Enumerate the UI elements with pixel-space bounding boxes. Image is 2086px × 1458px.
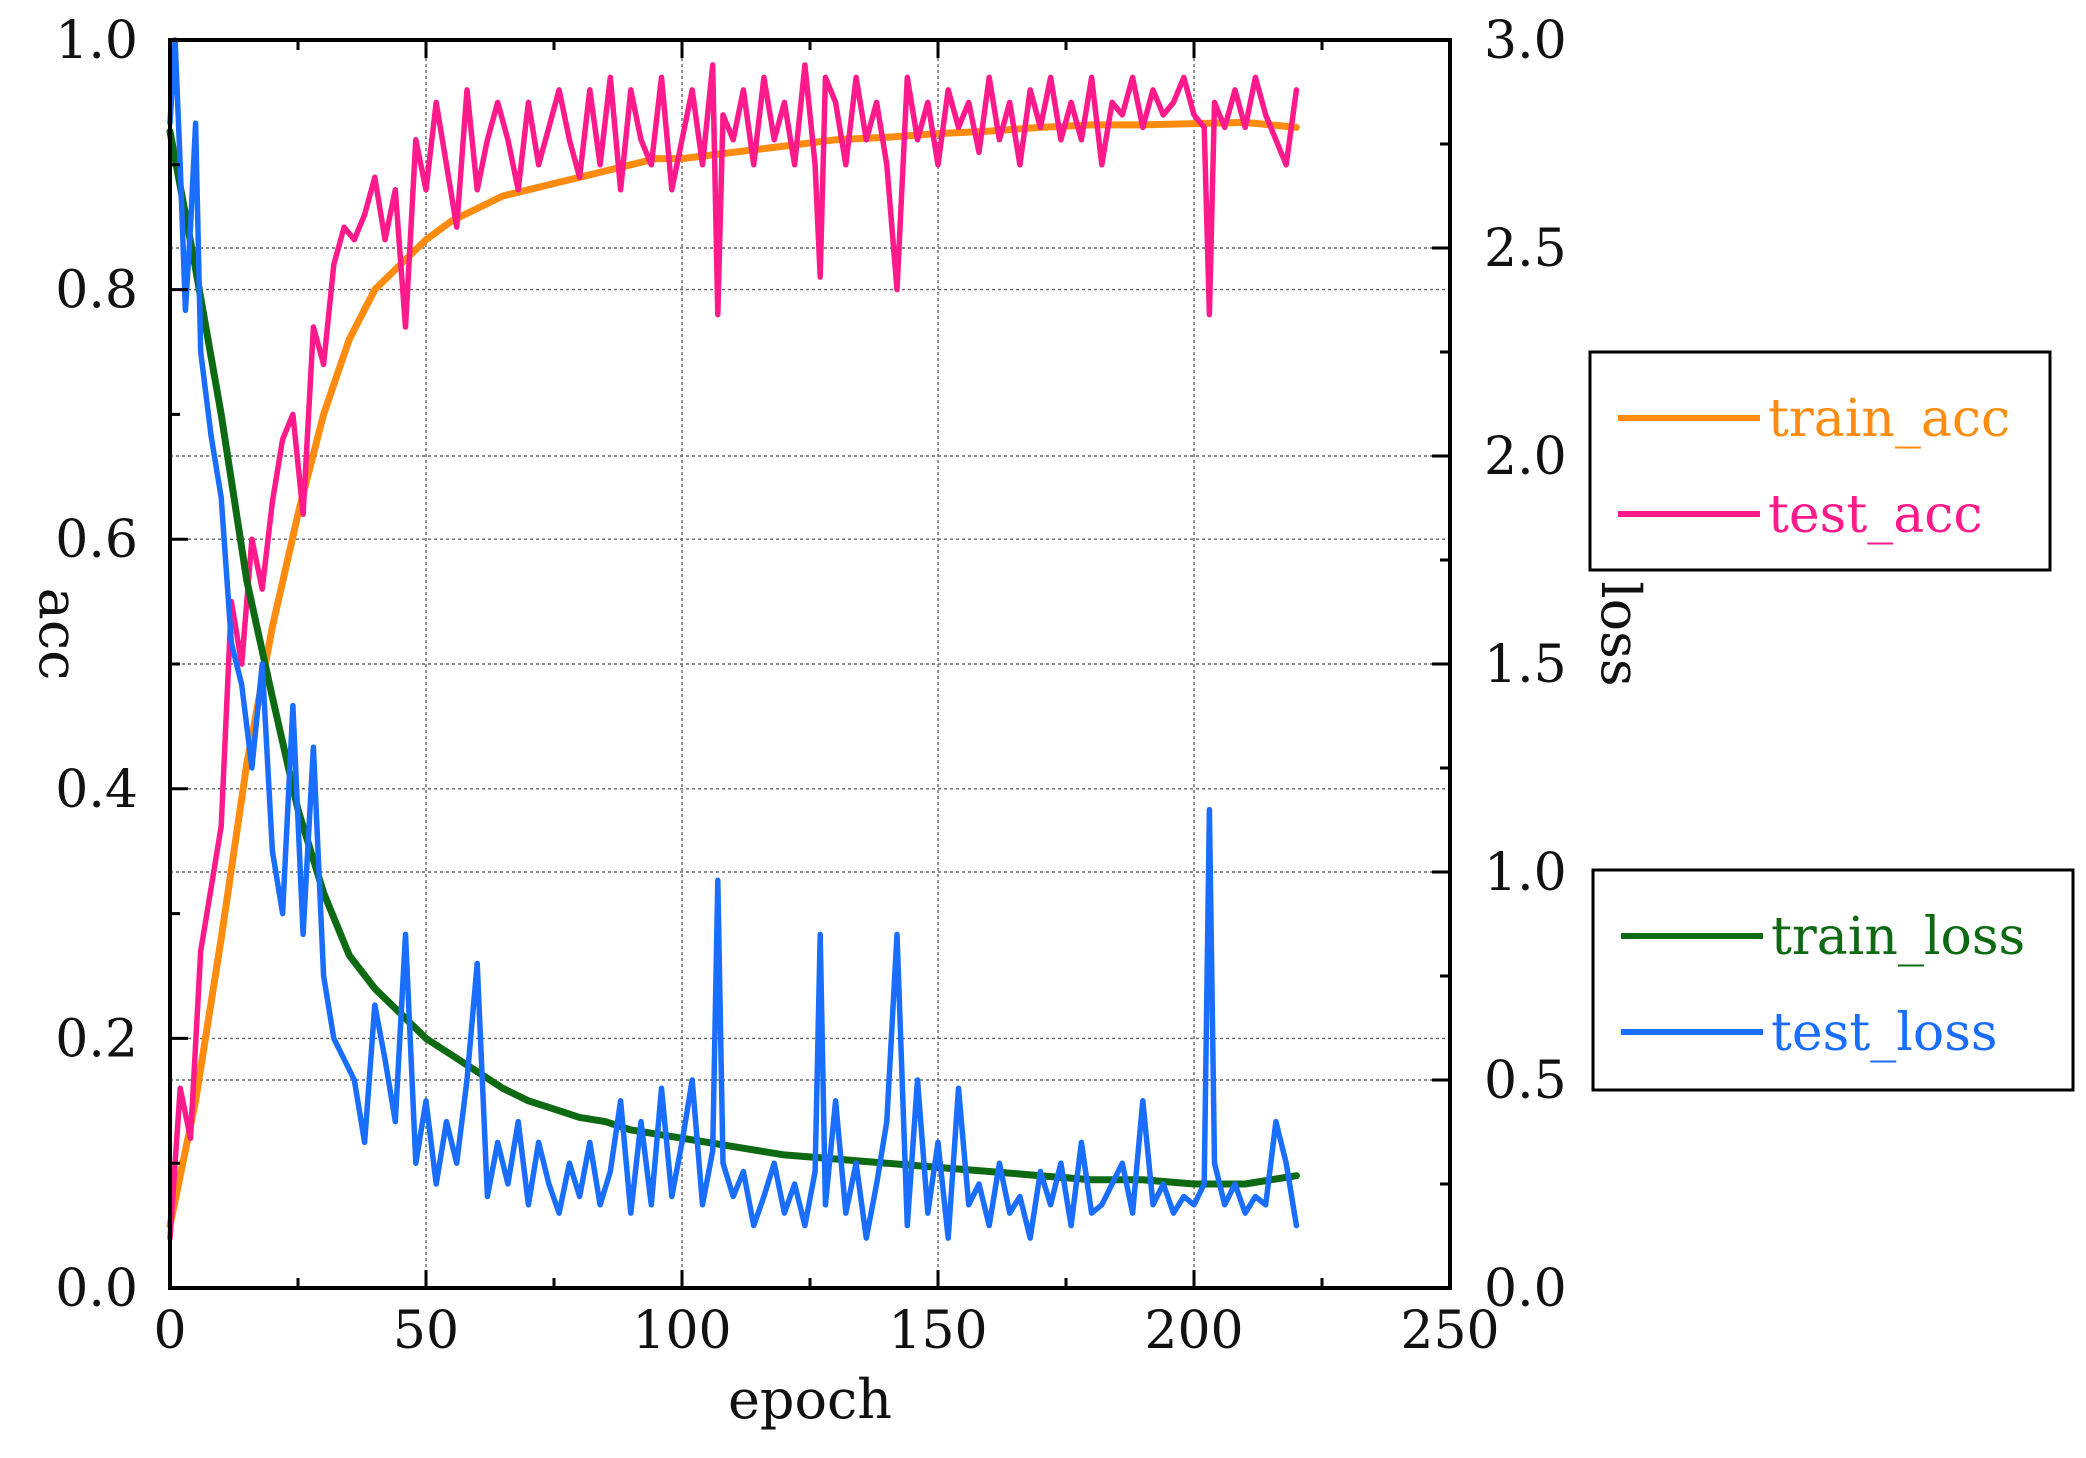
- y-left-tick-label: 0.2: [55, 1009, 138, 1069]
- y-left-tick-label: 0.8: [55, 261, 138, 321]
- legend-acc: train_acc test_acc: [1588, 350, 2052, 572]
- x-tick-label: 250: [1400, 1301, 1499, 1361]
- x-tick-label: 150: [888, 1301, 987, 1361]
- legend-test-acc-label: test_acc: [1768, 485, 1983, 545]
- y-left-tick-label: 0.4: [55, 760, 138, 820]
- y-right-tick-label: 0.5: [1484, 1051, 1567, 1111]
- legend-train-acc-label: train_acc: [1768, 389, 2010, 449]
- tick-layer: [168, 38, 1452, 1290]
- y-right-tick-label: 1.0: [1484, 843, 1567, 903]
- y-right-tick-label: 1.5: [1484, 635, 1567, 695]
- legend-train-loss-label: train_loss: [1771, 907, 2025, 967]
- series-line-test-acc: [167, 62, 1300, 1241]
- legend-loss-box: [1591, 868, 2075, 1092]
- x-axis-title: epoch: [728, 1368, 892, 1431]
- series-layer: [166, 37, 1300, 1241]
- legend-test-loss-label: test_loss: [1771, 1003, 1998, 1063]
- legend-acc-box: [1588, 350, 2052, 572]
- y-left-tick-label: 0.0: [55, 1259, 138, 1319]
- x-tick-label: 50: [393, 1301, 459, 1361]
- legend-loss: train_loss test_loss: [1591, 868, 2075, 1092]
- grid-layer: [170, 40, 1450, 1288]
- x-tick-label: 200: [1144, 1301, 1243, 1361]
- y-left-axis-title: acc: [27, 588, 90, 681]
- y-right-tick-label: 2.0: [1484, 427, 1567, 487]
- label-layer: 0 50 100 150 200 2500.00.20.40.60.81.00.00.51…: [55, 11, 1566, 1361]
- y-left-tick-label: 1.0: [55, 11, 138, 71]
- y-right-tick-label: 0.0: [1484, 1259, 1567, 1319]
- y-right-tick-label: 2.5: [1484, 219, 1567, 279]
- x-tick-label: 100: [632, 1301, 731, 1361]
- y-right-axis-title: loss: [1589, 581, 1652, 686]
- series-line-train-acc: [166, 118, 1300, 1230]
- series-line-test-loss: [167, 37, 1300, 1241]
- x-tick-label: 0: [153, 1301, 186, 1361]
- y-left-tick-label: 0.6: [55, 510, 138, 570]
- y-right-tick-label: 3.0: [1484, 11, 1567, 71]
